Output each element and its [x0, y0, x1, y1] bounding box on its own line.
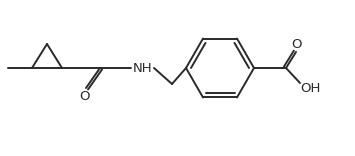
Text: O: O	[292, 39, 302, 51]
Text: NH: NH	[133, 61, 153, 75]
Text: OH: OH	[300, 83, 320, 95]
Text: O: O	[80, 90, 90, 102]
